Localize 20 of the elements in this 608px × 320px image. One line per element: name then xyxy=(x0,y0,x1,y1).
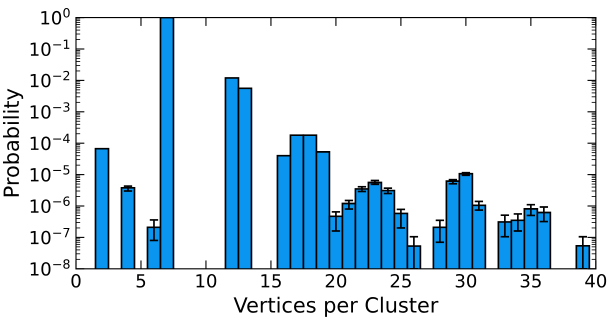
y-tick-label: 10$^{0}$ xyxy=(41,8,70,25)
x-tick-label: 10 xyxy=(196,274,216,288)
y-tick-label: 10$^{−1}$ xyxy=(30,40,70,56)
x-tick-label: 0 xyxy=(71,274,81,288)
x-tick-label: 30 xyxy=(456,274,476,288)
y-tick-label: 10$^{−7}$ xyxy=(30,228,70,244)
x-tick-label: 25 xyxy=(390,274,411,288)
x-tick-label: 40 xyxy=(585,274,606,288)
x-tick-label: 15 xyxy=(261,274,281,288)
y-tick-label: 10$^{−8}$ xyxy=(30,259,70,276)
y-tick-label: 10$^{−4}$ xyxy=(30,134,70,150)
y-tick-label: 10$^{−5}$ xyxy=(30,165,70,182)
x-tick-label: 20 xyxy=(326,274,346,288)
y-tick-label: 10$^{−6}$ xyxy=(30,196,70,213)
y-tick-label: 10$^{−3}$ xyxy=(30,102,70,119)
x-tick-label: 35 xyxy=(520,274,541,288)
x-tick-label: 5 xyxy=(136,274,146,288)
x-axis-title: Vertices per Cluster xyxy=(234,296,438,317)
y-tick-label: 10$^{−2}$ xyxy=(30,70,70,88)
y-axis-title: Probability xyxy=(2,88,24,196)
